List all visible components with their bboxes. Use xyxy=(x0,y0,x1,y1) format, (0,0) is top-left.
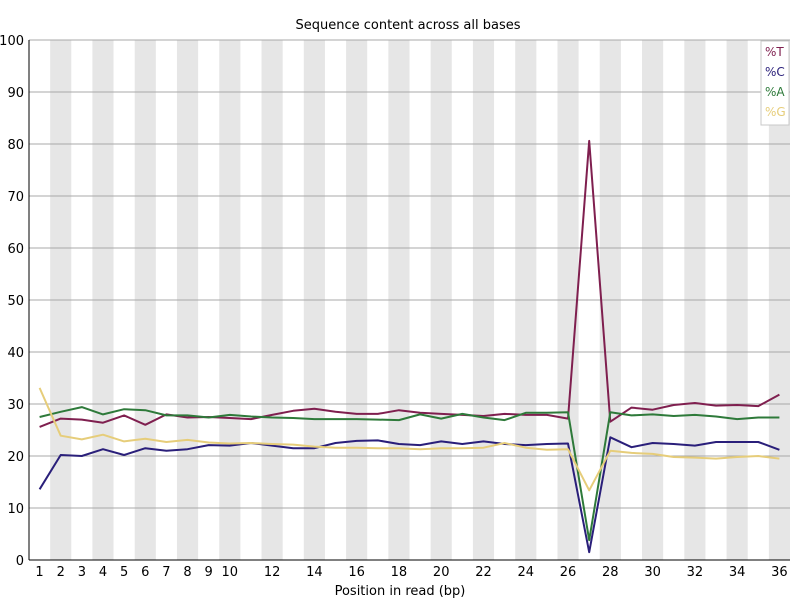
chart-title: Sequence content across all bases xyxy=(295,18,520,33)
x-tick-label: 5 xyxy=(120,565,128,580)
y-tick-label: 70 xyxy=(7,190,24,205)
x-tick-label: 34 xyxy=(729,565,746,580)
series-line-a xyxy=(39,406,780,542)
legend-entry: %C xyxy=(765,65,785,79)
y-tick-labels: 0 10 20 30 40 50 60 70 80 90 100 xyxy=(0,34,24,569)
x-tick-label: 30 xyxy=(644,565,661,580)
x-tick-label: 7 xyxy=(162,565,170,580)
x-tick-label: 18 xyxy=(391,565,408,580)
series-lines xyxy=(38,139,780,554)
x-tick-label: 22 xyxy=(475,565,492,580)
x-tick-label: 32 xyxy=(687,565,704,580)
x-tick-label: 6 xyxy=(141,565,149,580)
legend-box xyxy=(760,40,790,126)
x-tick-label: 10 xyxy=(222,565,239,580)
x-tick-label: 36 xyxy=(771,565,788,580)
y-tick-label: 100 xyxy=(0,34,24,49)
x-tick-label: 4 xyxy=(99,565,107,580)
x-axis-label: Position in read (bp) xyxy=(335,584,466,599)
x-tick-label: 20 xyxy=(433,565,450,580)
x-tick-label: 14 xyxy=(306,565,323,580)
x-tick-label: 2 xyxy=(57,565,65,580)
x-tick-label: 26 xyxy=(560,565,577,580)
y-tick-label: 10 xyxy=(7,502,24,517)
y-tick-label: 20 xyxy=(7,450,24,465)
legend-entry: %T xyxy=(765,45,784,59)
series-line-g xyxy=(38,387,780,492)
y-tick-label: 60 xyxy=(7,242,24,257)
y-tick-label: 40 xyxy=(7,346,24,361)
x-tick-label: 28 xyxy=(602,565,619,580)
x-tick-label: 1 xyxy=(35,565,43,580)
legend: %T %C %A %G xyxy=(760,40,790,126)
x-tick-labels: 1 2 3 4 5 6 7 8 9 10 12 14 16 18 20 22 24 26 28 30 32 34 36 xyxy=(35,565,787,580)
x-tick-label: 8 xyxy=(183,565,191,580)
y-tick-label: 80 xyxy=(7,138,24,153)
x-tick-label: 9 xyxy=(205,565,213,580)
y-tick-label: 0 xyxy=(16,554,24,569)
series-line-t xyxy=(39,139,780,428)
x-tick-label: 3 xyxy=(78,565,86,580)
y-tick-label: 90 xyxy=(7,86,24,101)
legend-entry: %G xyxy=(765,105,786,119)
x-tick-label: 16 xyxy=(348,565,365,580)
y-tick-label: 30 xyxy=(7,398,24,413)
horizontal-gridlines xyxy=(29,39,790,509)
legend-entry: %A xyxy=(765,85,785,99)
y-tick-label: 50 xyxy=(7,294,24,309)
axes xyxy=(28,40,790,561)
x-tick-label: 12 xyxy=(264,565,281,580)
x-tick-label: 24 xyxy=(517,565,534,580)
series-line-c xyxy=(38,436,780,554)
